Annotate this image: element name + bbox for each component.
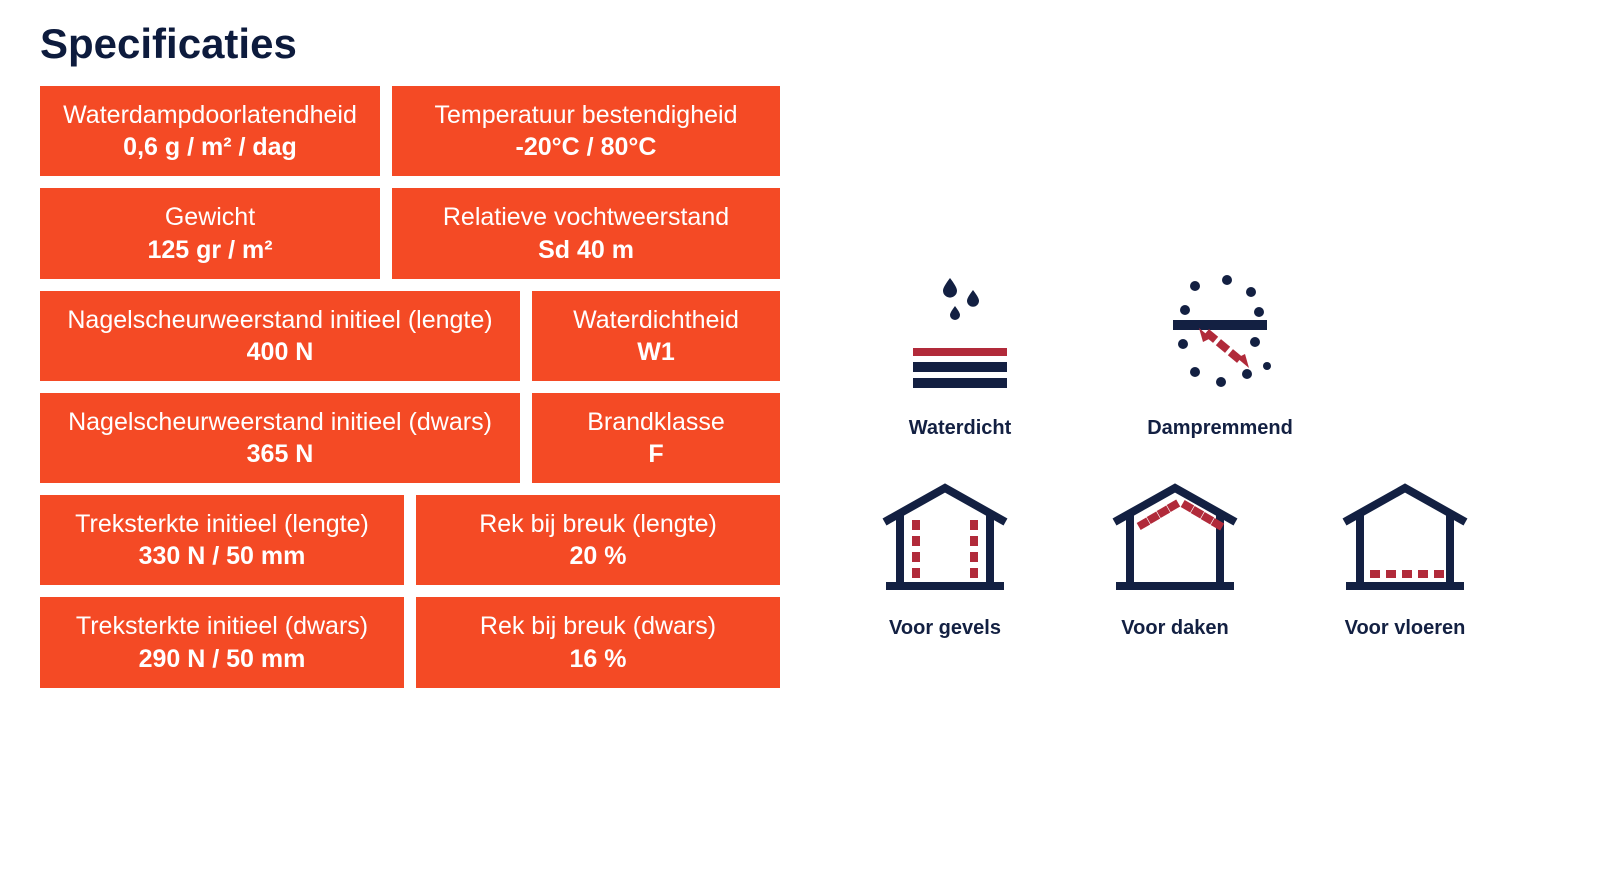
spec-value: 20 % xyxy=(570,542,627,571)
spec-card: Treksterkte initieel (lengte)330 N / 50 … xyxy=(40,495,404,585)
spec-value: W1 xyxy=(637,338,675,367)
spec-label: Temperatuur bestendigheid xyxy=(435,100,738,131)
spec-value: F xyxy=(648,440,663,469)
spec-card: BrandklasseF xyxy=(532,393,780,483)
spec-value: 330 N / 50 mm xyxy=(139,542,306,571)
feature-caption: Dampremmend xyxy=(1147,417,1293,440)
feature-daken: Voor daken xyxy=(1090,470,1260,640)
spec-label: Brandklasse xyxy=(587,407,725,438)
spec-card: Nagelscheurweerstand initieel (dwars)365… xyxy=(40,393,520,483)
spec-value: Sd 40 m xyxy=(538,236,634,265)
spec-value: 16 % xyxy=(570,645,627,674)
daken-icon xyxy=(1110,470,1240,605)
spec-label: Gewicht xyxy=(165,202,255,233)
feature-dampremmend: Dampremmend xyxy=(1120,270,1320,440)
spec-card: WaterdichtheidW1 xyxy=(532,291,780,381)
dampremmend-icon xyxy=(1155,270,1285,405)
spec-label: Nagelscheurweerstand initieel (lengte) xyxy=(67,305,492,336)
spec-card: Waterdampdoorlatendheid0,6 g / m² / dag xyxy=(40,86,380,176)
spec-grid: Waterdampdoorlatendheid0,6 g / m² / dagT… xyxy=(40,86,780,688)
feature-caption: Voor vloeren xyxy=(1345,617,1466,640)
spec-label: Nagelscheurweerstand initieel (dwars) xyxy=(68,407,492,438)
spec-label: Treksterkte initieel (dwars) xyxy=(76,611,368,642)
spec-card: Rek bij breuk (lengte)20 % xyxy=(416,495,780,585)
feature-caption: Voor daken xyxy=(1121,617,1228,640)
feature-vloeren: Voor vloeren xyxy=(1320,470,1490,640)
waterdicht-icon xyxy=(895,270,1025,405)
gevels-icon xyxy=(880,470,1010,605)
spec-value: 0,6 g / m² / dag xyxy=(123,133,297,162)
spec-label: Treksterkte initieel (lengte) xyxy=(75,509,369,540)
spec-value: 365 N xyxy=(247,440,314,469)
spec-label: Relatieve vochtweerstand xyxy=(443,202,729,233)
feature-row-top: Waterdicht Dampremmend xyxy=(860,270,1510,440)
spec-card: Nagelscheurweerstand initieel (lengte)40… xyxy=(40,291,520,381)
feature-caption: Waterdicht xyxy=(909,417,1012,440)
spec-value: 290 N / 50 mm xyxy=(139,645,306,674)
vloeren-icon xyxy=(1340,470,1470,605)
spec-label: Rek bij breuk (lengte) xyxy=(479,509,717,540)
spec-card: Rek bij breuk (dwars) 16 % xyxy=(416,597,780,687)
spec-label: Waterdampdoorlatendheid xyxy=(63,100,357,131)
feature-waterdicht: Waterdicht xyxy=(860,270,1060,440)
feature-gevels: Voor gevels xyxy=(860,470,1030,640)
spec-label: Rek bij breuk (dwars) xyxy=(480,611,716,642)
spec-card: Gewicht 125 gr / m² xyxy=(40,188,380,278)
feature-caption: Voor gevels xyxy=(889,617,1001,640)
page-title: Specificaties xyxy=(40,20,780,68)
spec-value: 125 gr / m² xyxy=(147,236,272,265)
spec-value: -20°C / 80°C xyxy=(516,133,657,162)
spec-card: Temperatuur bestendigheid-20°C / 80°C xyxy=(392,86,780,176)
spec-card: Treksterkte initieel (dwars) 290 N / 50 m… xyxy=(40,597,404,687)
spec-card: Relatieve vochtweerstand Sd 40 m xyxy=(392,188,780,278)
spec-value: 400 N xyxy=(247,338,314,367)
spec-label: Waterdichtheid xyxy=(573,305,739,336)
feature-row-bottom: Voor gevels Voor daken Voor vloeren xyxy=(860,470,1510,640)
